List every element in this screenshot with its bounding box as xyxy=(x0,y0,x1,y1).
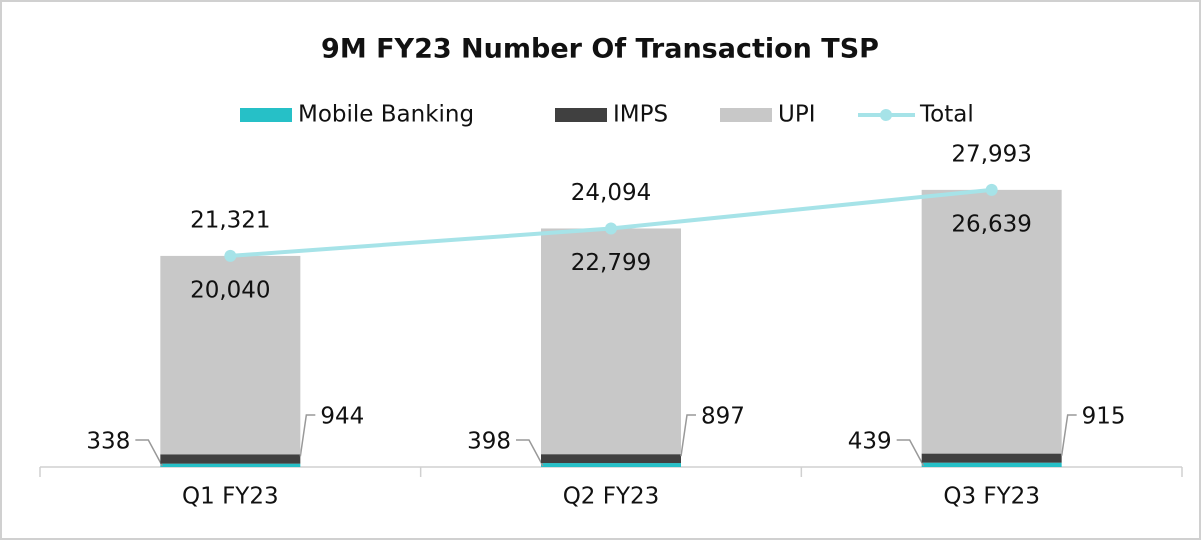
total-marker xyxy=(224,249,237,262)
bar xyxy=(160,255,301,455)
data-label: 439 xyxy=(848,429,892,455)
data-label: 24,094 xyxy=(571,180,651,206)
bar xyxy=(921,462,1062,467)
data-label: 27,993 xyxy=(951,141,1031,167)
legend-marker xyxy=(880,109,892,121)
data-label: 915 xyxy=(1082,404,1126,430)
data-label: 897 xyxy=(701,404,745,430)
legend-label: Total xyxy=(919,102,974,128)
total-marker xyxy=(985,183,998,196)
legend-label: IMPS xyxy=(613,102,668,128)
leader-line xyxy=(299,414,316,457)
legend-swatch xyxy=(720,108,772,122)
data-label: 20,040 xyxy=(190,277,270,303)
data-label: 944 xyxy=(320,404,364,430)
chart-title: 9M FY23 Number Of Transaction TSP xyxy=(321,34,879,65)
legend-swatch xyxy=(240,108,292,122)
x-tick-label: Q2 FY23 xyxy=(563,484,660,510)
data-label: 338 xyxy=(86,429,130,455)
bar xyxy=(541,228,681,455)
bar xyxy=(541,463,681,467)
data-label: 26,639 xyxy=(951,211,1031,237)
leader-line xyxy=(896,439,925,467)
bar xyxy=(160,463,301,467)
data-label: 21,321 xyxy=(190,207,270,233)
bar xyxy=(541,454,681,464)
legend-label: Mobile Banking xyxy=(298,102,474,128)
data-label: 22,799 xyxy=(571,250,651,276)
leader-line xyxy=(135,439,163,467)
bar xyxy=(160,454,301,464)
legend-label: UPI xyxy=(778,102,816,128)
bar xyxy=(921,189,1062,454)
leader-line xyxy=(680,414,696,457)
leader-line xyxy=(516,439,544,467)
legend-swatch xyxy=(555,108,607,122)
x-tick-label: Q1 FY23 xyxy=(182,484,279,510)
bar xyxy=(921,453,1062,463)
leader-line xyxy=(1060,414,1077,456)
total-marker xyxy=(605,222,617,235)
x-tick-label: Q3 FY23 xyxy=(943,484,1040,510)
data-label: 398 xyxy=(467,429,511,455)
